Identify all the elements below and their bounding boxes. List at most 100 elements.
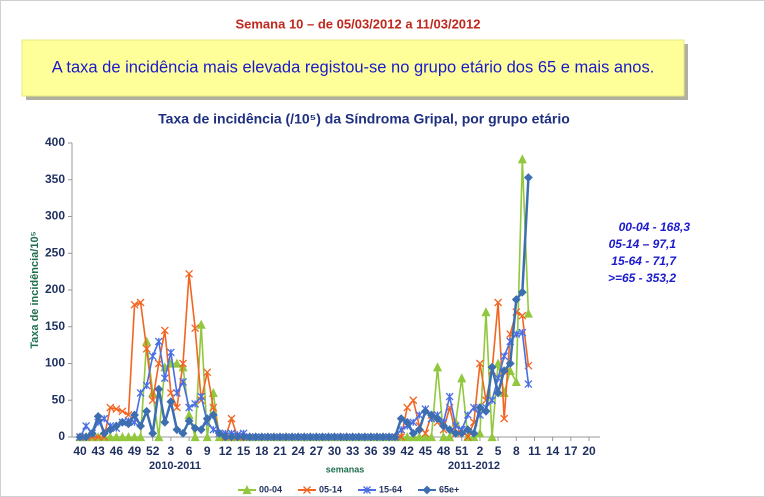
point-marker [481,406,491,416]
point-marker [414,425,424,435]
point-marker [123,432,134,442]
point-marker [415,410,424,419]
y-tick-label: 400 [45,135,65,149]
point-marker [372,432,382,442]
point-marker [414,432,424,442]
point-marker [203,368,212,377]
x-tick-label: 24 [291,444,305,458]
point-marker [106,403,115,412]
point-marker [191,324,200,333]
point-marker [384,432,394,442]
point-marker [360,432,370,442]
x-tick-label: 52 [146,444,160,458]
point-marker [378,432,388,442]
x-tick-label: 40 [73,444,87,458]
y-tick-label: 50 [52,392,66,406]
point-marker [166,388,175,397]
x-tick-label: 43 [91,444,105,458]
x-tick-label: 21 [273,444,287,458]
point-marker [221,432,230,442]
y-tick-label: 150 [45,319,65,333]
x-tick-label: 8 [513,444,520,458]
point-marker [445,392,454,401]
point-marker [517,287,527,297]
point-marker [269,432,279,442]
annotation: 00-04 - 168,3 [619,220,691,234]
point-marker [117,432,127,442]
point-marker [227,432,236,442]
point-marker [154,359,163,368]
highlight-text: A taxa de incidência mais elevada regist… [52,58,655,76]
point-marker [463,410,472,419]
point-marker [397,433,406,441]
point-marker [251,432,261,442]
point-marker [481,307,491,317]
header: Semana 10 – de 05/03/2012 a 11/03/2012 [235,16,480,31]
legend-label: 00-04 [259,484,282,494]
point-marker [233,432,242,442]
point-marker [111,421,121,431]
point-marker [178,428,188,438]
point-marker [94,433,103,441]
point-marker [196,319,206,329]
x-tick-label: 49 [128,444,142,458]
point-marker [420,432,430,442]
point-marker [197,396,206,405]
point-marker [166,397,176,407]
point-marker [105,425,115,435]
point-marker [93,412,103,421]
point-marker [433,414,442,424]
point-marker [408,428,418,438]
point-marker [196,425,206,435]
point-marker [87,428,97,438]
point-marker [257,432,267,442]
point-marker [518,311,527,320]
x-tick-label: 45 [419,444,433,458]
point-marker [439,432,449,442]
point-marker [445,432,455,442]
point-marker [179,359,187,368]
point-marker [348,432,358,442]
point-marker [426,432,437,442]
legend-label: 05-14 [319,484,342,494]
legend-marker [363,486,371,494]
point-marker [336,432,345,442]
point-marker [136,432,146,442]
point-marker [475,359,484,368]
y-tick-label: 350 [45,172,65,186]
y-tick-label: 250 [45,245,65,259]
point-marker [227,414,236,423]
point-marker [99,428,109,438]
legend-label: 15-64 [379,484,402,494]
x-tick-label: 51 [455,444,469,458]
point-marker [487,432,497,442]
y-tick-label: 100 [45,356,65,370]
point-marker [463,433,472,441]
point-marker [281,432,291,442]
point-marker [500,414,509,423]
point-marker [409,418,418,427]
x-tick-label: 11 [528,444,541,458]
point-marker [154,337,163,346]
season-label: 2011-2012 [448,460,500,472]
point-marker [184,416,194,426]
point-marker [366,432,376,442]
point-marker [202,414,212,424]
point-marker [451,422,460,430]
point-marker [524,380,533,389]
point-marker [81,432,91,442]
x-tick-label: 48 [437,444,451,458]
legend-marker [242,485,252,495]
point-marker [160,374,169,383]
point-marker [185,403,194,412]
legend-marker [303,486,311,494]
point-marker [214,428,224,438]
point-marker [317,432,327,442]
point-marker [457,428,467,438]
point-marker [130,410,139,420]
point-marker [457,373,467,383]
point-marker [166,348,175,357]
point-marker [148,396,157,405]
x-tick-label: 6 [186,444,193,458]
point-marker [197,392,206,401]
